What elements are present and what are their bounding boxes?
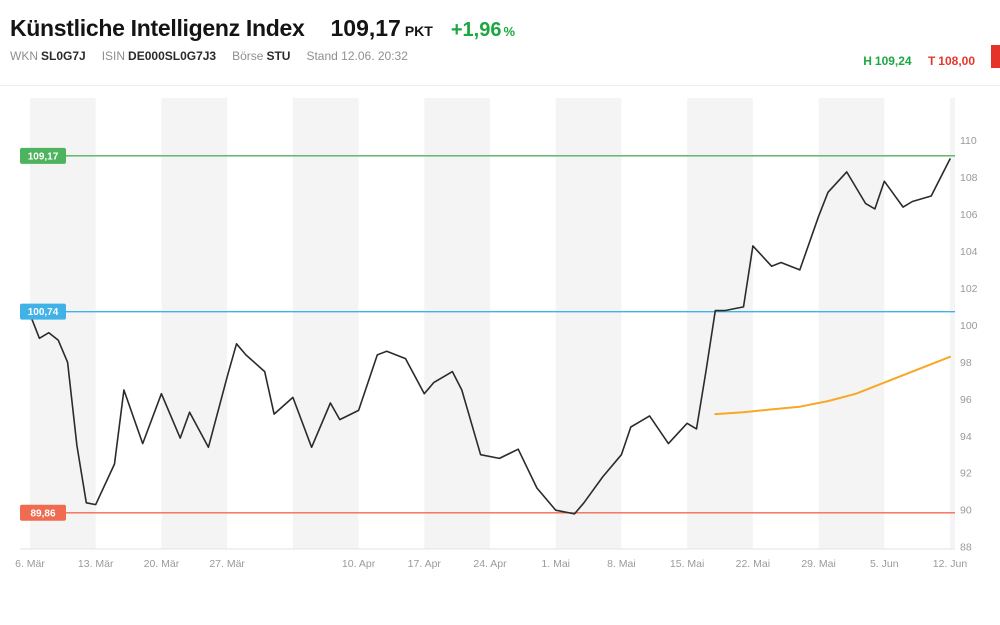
x-axis-label: 24. Apr [473,558,507,570]
y-axis-label: 98 [960,357,972,369]
scroll-indicator-strip [991,45,1000,68]
wkn-label: WKN [10,49,38,63]
price-badge-label: 89,86 [30,508,55,519]
x-axis-label: 15. Mai [670,558,704,570]
wkn-value: SL0G7J [41,49,86,63]
y-axis-label: 104 [960,246,978,258]
week-stripe [950,98,955,549]
wkn-item: WKN SL0G7J [10,49,86,63]
week-stripe [292,98,359,549]
week-stripe [687,98,753,549]
day-high: H 109,24 [863,54,914,68]
day-high-value: 109,24 [874,54,912,68]
x-axis-label: 29. Mai [801,558,835,570]
day-low: T 108,00 [928,54,978,68]
day-low-value: 108,00 [938,54,975,68]
y-axis-label: 88 [960,542,972,554]
price-change-unit: % [503,24,516,39]
price-badge [20,504,66,521]
title-row: Künstliche Intelligenz Index 109,17 PKT … [0,0,1000,42]
day-low-label: T [927,54,936,68]
week-stripe [424,98,490,549]
y-axis-label: 90 [960,505,972,517]
exchange-label: Börse [232,49,264,63]
price-badge-label: 100,74 [28,307,59,318]
y-axis-label: 100 [960,320,978,332]
x-axis-label: 12. Jun [933,558,968,570]
x-axis-label: 5. Jun [870,558,899,570]
header: Künstliche Intelligenz Index 109,17 PKT … [0,0,1000,86]
x-axis-label: 10. Apr [342,558,376,570]
y-axis-label: 110 [960,135,977,147]
y-axis-label: 106 [960,209,978,221]
day-high-label: H [863,54,872,68]
isin-value: DE000SL0G7J3 [128,49,217,63]
moving-average-line [714,355,951,416]
y-axis-label: 92 [960,468,972,480]
y-axis-label: 94 [960,431,972,443]
x-axis-label: 20. Mär [144,558,180,570]
isin-label: ISIN [101,49,126,63]
quote-timestamp: Stand 12.06. 20:32 [306,49,408,63]
x-axis-label: 13. Mär [78,558,114,570]
x-axis-label: 6. Mär [15,558,45,570]
x-axis-label: 17. Apr [408,558,442,570]
price-badge-label: 109,17 [28,151,59,162]
price-unit: PKT [404,23,433,39]
exchange-item: Börse STU [232,49,290,63]
price-change-value: +1,96 [450,19,502,41]
x-axis-label: 1. Mai [541,558,570,570]
index-line [29,158,951,515]
week-stripe [555,98,622,549]
current-price: 109,17 [330,15,401,41]
day-high-low: H 109,24 T 108,00 [863,54,978,68]
x-axis-label: 22. Mai [736,558,770,570]
y-axis-label: 108 [960,172,978,184]
price-badge [20,303,66,320]
index-title: Künstliche Intelligenz Index [10,15,305,41]
x-axis-label: 8. Mai [607,558,636,570]
week-stripe [818,98,885,549]
price-change: +1,96% [451,19,515,42]
isin-item: ISIN DE000SL0G7J3 [102,49,216,63]
price-badge [20,147,66,164]
y-axis-label: 102 [960,283,978,295]
instrument-info: WKN SL0G7J ISIN DE000SL0G7J3 Börse STU Stan… [0,42,1000,63]
y-axis-label: 96 [960,394,972,406]
exchange-value: STU [266,49,291,63]
week-stripe [161,98,228,549]
x-axis-label: 27. Mär [209,558,245,570]
week-stripe [30,98,96,549]
